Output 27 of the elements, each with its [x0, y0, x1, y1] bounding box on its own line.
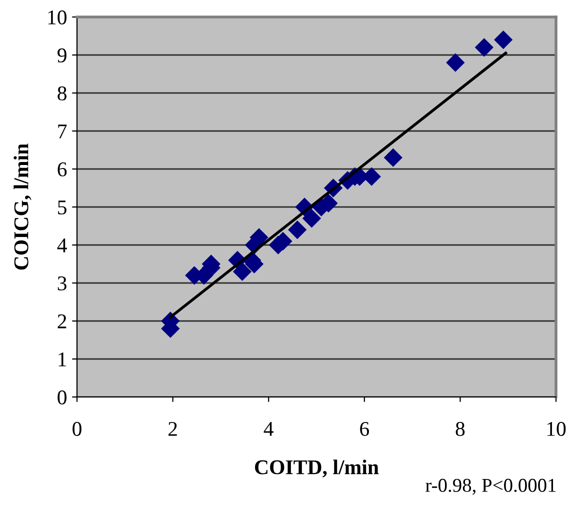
point: [232, 262, 252, 281]
x-tick-label: 0: [72, 422, 82, 436]
point: [302, 209, 322, 228]
y-tick-label: 2: [58, 314, 66, 328]
x-tick-label: 2: [168, 422, 177, 436]
x-tick-label: 4: [264, 422, 274, 436]
y-tick-label: 3: [58, 276, 66, 290]
y-tick-label: 8: [58, 86, 66, 100]
y-axis-title: COICG, l/min: [14, 144, 32, 270]
point: [288, 220, 307, 240]
y-tick-label: 9: [58, 48, 66, 62]
y-tick-label: 1: [58, 352, 66, 366]
text: r-0.98, P<0.0001: [426, 478, 556, 495]
y-tick-label: 6: [58, 162, 67, 176]
point: [446, 53, 465, 72]
x-tick-label: 6: [360, 422, 369, 436]
point: [474, 38, 494, 57]
x-tick-label: 10: [547, 422, 566, 436]
y-tick-label: 5: [58, 200, 66, 214]
y-tick-label: 7: [58, 124, 67, 138]
x-axis-title: COITD, l/min: [255, 460, 379, 478]
point: [384, 148, 402, 167]
y-tick-label: 10: [48, 10, 66, 24]
y-tick-label: 4: [57, 238, 67, 252]
y-tick-label: 0: [58, 390, 66, 404]
point: [494, 30, 513, 50]
x-tick-label: 8: [456, 422, 465, 436]
